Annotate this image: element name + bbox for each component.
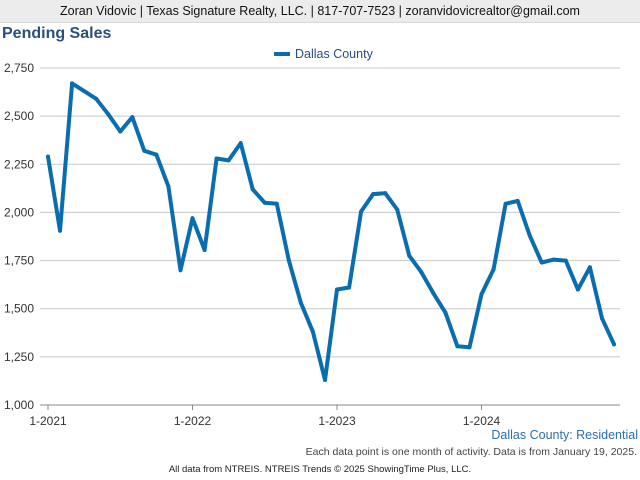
data-point — [479, 292, 484, 297]
chart-title: Pending Sales — [2, 25, 112, 42]
data-point — [298, 300, 303, 305]
legend-label: Dallas County — [295, 47, 374, 61]
data-point — [214, 156, 219, 161]
data-point — [190, 216, 195, 221]
y-tick-label: 2,500 — [4, 109, 34, 123]
data-point — [431, 291, 436, 296]
data-point — [202, 247, 207, 252]
data-point — [178, 268, 183, 273]
y-tick-label: 2,250 — [4, 157, 34, 171]
data-point — [347, 285, 352, 290]
data-point — [106, 112, 111, 117]
data-point — [371, 192, 376, 197]
data-point — [599, 316, 604, 321]
y-tick-label: 1,750 — [4, 254, 34, 268]
x-tick-label: 1-2023 — [318, 414, 356, 428]
x-tick-label: 1-2022 — [174, 414, 212, 428]
data-point — [142, 148, 147, 153]
data-point — [286, 258, 291, 263]
data-point — [419, 270, 424, 275]
data-point — [70, 81, 75, 86]
data-point — [491, 267, 496, 272]
data-point — [130, 115, 135, 120]
data-point — [166, 184, 171, 189]
series-lines — [46, 81, 616, 382]
series-line-dallas-county — [46, 81, 616, 382]
y-tick-labels: 1,000 1,250 1,500 1,750 2,000 2,250 2,500 2,750 — [4, 61, 34, 412]
x-tick-labels: 1-2021 1-2022 1-2023 1-2024 — [29, 405, 501, 428]
data-point — [82, 89, 87, 94]
data-point — [395, 207, 400, 212]
data-point — [503, 201, 508, 206]
data-point — [46, 154, 50, 159]
y-tick-label: 1,250 — [4, 350, 34, 364]
data-point — [310, 329, 315, 334]
x-tick-label: 1-2024 — [463, 414, 501, 428]
data-note: Each data point is one month of activity… — [305, 446, 637, 458]
data-point — [443, 310, 448, 315]
data-point — [118, 129, 123, 134]
data-point — [58, 228, 63, 233]
y-tick-label: 1,000 — [4, 398, 34, 412]
data-point — [612, 342, 616, 347]
data-point — [527, 233, 532, 238]
data-point — [575, 287, 580, 292]
data-point — [467, 345, 472, 350]
y-tick-label: 2,000 — [4, 205, 34, 219]
legend: Dallas County — [274, 47, 374, 61]
chart-caption: Dallas County: Residential — [491, 428, 638, 442]
data-point — [455, 344, 460, 349]
footer-attribution: All data from NTREIS. NTREIS Trends © 20… — [168, 464, 472, 475]
y-tick-label: 2,750 — [4, 61, 34, 75]
data-point — [154, 152, 159, 157]
data-point — [274, 201, 279, 206]
data-point — [587, 265, 592, 270]
data-point — [226, 158, 231, 163]
data-point — [262, 200, 267, 205]
contact-header: Zoran Vidovic | Texas Signature Realty, … — [0, 0, 640, 23]
x-tick-label: 1-2021 — [29, 414, 67, 428]
data-point — [359, 209, 364, 214]
data-point — [551, 257, 556, 262]
data-point — [322, 377, 327, 382]
data-point — [383, 191, 388, 196]
data-point — [238, 141, 243, 146]
data-point — [250, 187, 255, 192]
data-point — [563, 258, 568, 263]
y-tick-label: 1,500 — [4, 302, 34, 316]
data-point — [515, 198, 520, 203]
data-point — [539, 260, 544, 265]
data-point — [335, 287, 340, 292]
data-point — [407, 253, 412, 258]
data-point — [94, 96, 99, 101]
